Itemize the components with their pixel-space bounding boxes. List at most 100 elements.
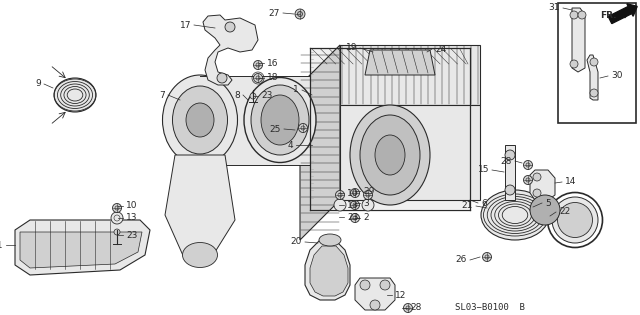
Text: 20: 20 [291,238,302,247]
Text: FR.: FR. [600,11,616,20]
Text: 16: 16 [267,59,278,67]
Text: 26: 26 [456,255,467,265]
Polygon shape [165,155,235,260]
Text: 9: 9 [35,79,41,89]
Text: 17: 17 [179,20,191,30]
Text: 5: 5 [545,198,551,208]
Ellipse shape [375,135,405,175]
Circle shape [114,229,120,235]
Circle shape [217,73,227,83]
Circle shape [570,11,578,19]
Text: 18: 18 [267,73,278,83]
Polygon shape [530,170,555,200]
Ellipse shape [552,197,598,243]
Text: 31: 31 [548,3,560,13]
Circle shape [533,189,541,197]
Circle shape [570,60,578,68]
Circle shape [370,300,380,310]
Circle shape [578,11,586,19]
Circle shape [533,173,541,181]
Text: 15: 15 [477,165,489,175]
Ellipse shape [350,105,430,205]
Polygon shape [355,278,395,310]
Text: 1: 1 [293,85,299,94]
Polygon shape [340,45,480,105]
Circle shape [505,150,515,160]
Text: 28: 28 [410,303,421,312]
Polygon shape [300,45,340,240]
Text: 14: 14 [565,177,577,186]
Text: 28: 28 [500,157,512,165]
Circle shape [113,203,122,213]
Polygon shape [311,49,469,209]
Circle shape [253,60,262,70]
Polygon shape [587,55,598,100]
Polygon shape [310,246,348,296]
Polygon shape [340,105,480,200]
Circle shape [364,191,372,199]
Polygon shape [572,8,585,72]
Ellipse shape [319,234,341,246]
Ellipse shape [360,115,420,195]
Polygon shape [365,50,435,75]
Text: 23: 23 [126,231,138,239]
Text: 23: 23 [347,213,358,221]
Text: 22: 22 [559,208,570,216]
Ellipse shape [557,203,593,238]
Polygon shape [505,145,515,200]
Ellipse shape [530,195,560,225]
Circle shape [590,58,598,66]
Ellipse shape [163,75,237,165]
Text: 25: 25 [269,124,281,134]
Circle shape [295,9,305,19]
Ellipse shape [54,78,96,112]
Text: 23: 23 [261,91,273,100]
Circle shape [298,123,307,133]
Text: 24: 24 [435,44,446,54]
Polygon shape [200,76,310,165]
Text: 27: 27 [269,9,280,18]
Circle shape [335,191,344,199]
Circle shape [351,201,360,209]
Text: 6: 6 [481,198,487,208]
Text: 21: 21 [461,202,473,210]
Polygon shape [15,220,150,275]
Circle shape [253,73,262,83]
Text: 2: 2 [363,214,369,222]
Text: 3: 3 [363,198,369,208]
Text: SL03−B0100  B: SL03−B0100 B [455,303,525,312]
Ellipse shape [261,95,299,145]
Circle shape [524,161,532,169]
Ellipse shape [481,190,549,240]
Circle shape [334,199,346,211]
Text: 4: 4 [287,140,293,150]
Circle shape [298,12,303,16]
Ellipse shape [173,86,227,154]
Ellipse shape [182,243,218,267]
Text: 13: 13 [126,214,138,222]
Circle shape [250,93,256,99]
Circle shape [360,280,370,290]
Polygon shape [203,15,258,85]
Circle shape [351,188,360,198]
Text: 13: 13 [347,201,358,209]
Text: 11: 11 [0,240,3,249]
FancyArrow shape [608,4,637,24]
Text: 10: 10 [126,202,138,210]
Text: 29: 29 [363,186,374,196]
Text: 12: 12 [395,290,406,300]
Text: 7: 7 [159,90,165,100]
Text: 19: 19 [346,43,357,53]
Ellipse shape [251,85,309,155]
Text: 8: 8 [234,90,240,100]
Circle shape [524,175,532,185]
Circle shape [380,280,390,290]
Circle shape [362,199,374,211]
Polygon shape [305,240,350,300]
Polygon shape [20,232,142,268]
Text: 30: 30 [611,72,623,81]
Ellipse shape [244,77,316,163]
Circle shape [351,214,360,222]
Circle shape [225,22,235,32]
Circle shape [483,253,492,261]
